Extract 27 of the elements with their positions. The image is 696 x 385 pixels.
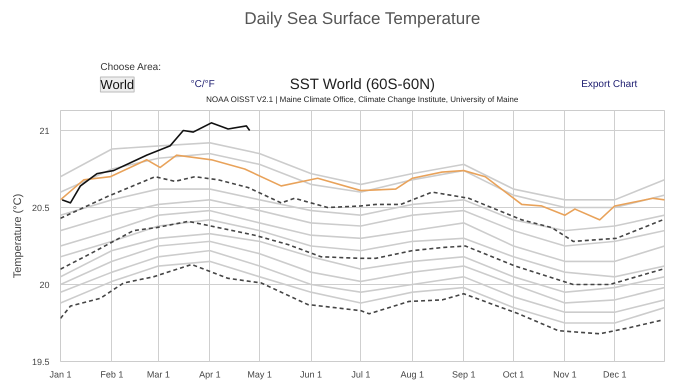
y-tick-label: 20	[39, 280, 50, 290]
x-tick-label: Apr 1	[199, 370, 221, 380]
y-axis-title: Temperature (°C)	[12, 194, 24, 278]
line-series	[60, 176, 664, 242]
line-series	[60, 154, 664, 221]
text: Export Chart	[581, 79, 638, 90]
x-tick-label: Jan 1	[49, 370, 72, 380]
x-tick-label: Oct 1	[502, 370, 524, 380]
y-tick-label: 21	[39, 126, 50, 136]
x-tick-label: May 1	[247, 370, 272, 380]
x-tick-label: Mar 1	[146, 370, 170, 380]
line-series	[61, 122, 250, 204]
x-tick-label: Jun 1	[300, 370, 322, 380]
x-tick-label: Dec 1	[602, 370, 626, 380]
text: NOAA OISST V2.1 | Maine Climate Office, Climate Change Institute, University of Maine	[206, 95, 519, 104]
x-tick-label: Feb 1	[100, 370, 124, 380]
chart-title: Daily Sea Surface Temperature	[244, 9, 480, 28]
x-tick-label: Nov 1	[553, 370, 577, 380]
chart-subtitle: SST World (60S-60N)	[290, 76, 436, 93]
y-tick-label: 20.5	[32, 203, 50, 214]
x-tick-label: Aug 1	[400, 370, 424, 380]
text: Choose Area:	[100, 62, 162, 73]
text: World	[100, 77, 134, 92]
y-tick-label: 19.5	[32, 357, 50, 367]
x-tick-label: Sep 1	[452, 370, 476, 380]
text: °C/°F	[190, 79, 215, 90]
x-tick-label: Jul 1	[351, 370, 370, 380]
